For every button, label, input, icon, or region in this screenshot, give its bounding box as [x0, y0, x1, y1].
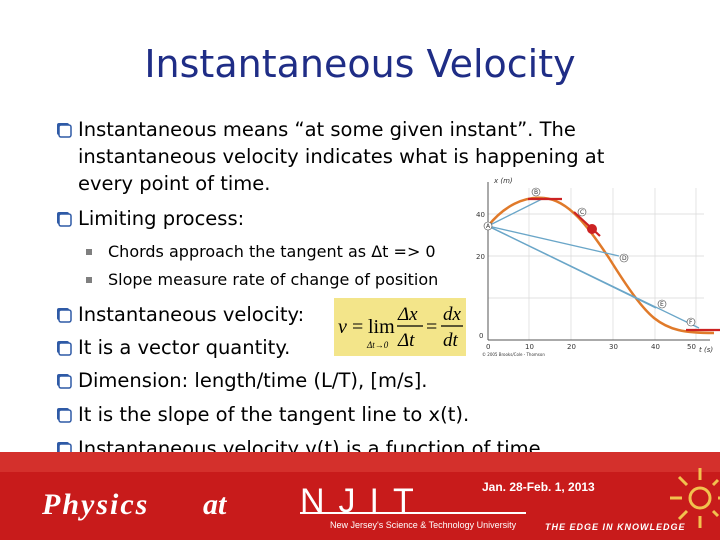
bullet-3-text: Instantaneous velocity:: [78, 303, 305, 326]
bullet-1-line-2: instantaneous velocity indicates what is…: [78, 145, 605, 168]
bullet-1-line-3: every point of time.: [78, 172, 271, 195]
footer-top-band: [0, 452, 720, 472]
checkbox-bullet-icon: [57, 212, 72, 227]
bullet-1-line-1: Instantaneous means “at some given insta…: [78, 118, 576, 141]
checkbox-bullet-icon: [57, 341, 72, 356]
point-label-f: F: [689, 319, 693, 326]
x-tick-20: 20: [567, 343, 576, 351]
y-tick-0: 0: [479, 332, 483, 340]
slide-title: Instantaneous Velocity: [144, 42, 576, 86]
x-axis-label: t (s): [699, 346, 713, 354]
footer-banner: Jan. 28-Feb. 1, 2013 Physics at NJIT New…: [0, 452, 720, 540]
footer-tagline: THE EDGE IN KNOWLEDGE: [545, 522, 686, 532]
graph-svg: A B C D E F x (m) t (s) 40 20 0 0 10 20 …: [476, 177, 720, 357]
position-time-graph: A B C D E F x (m) t (s) 40 20 0 0 10 20 …: [474, 168, 720, 358]
njit-logo-text: NJIT: [300, 482, 428, 520]
x-tick-10: 10: [525, 343, 534, 351]
formula-lim: lim: [368, 316, 395, 338]
formula-num-1: Δx: [397, 304, 418, 325]
x-tick-0: 0: [486, 343, 490, 351]
bullet-6-text: It is the slope of the tangent line to x…: [78, 403, 470, 426]
y-tick-20: 20: [476, 253, 485, 261]
bullet-5-text: Dimension: length/time (L/T), [m/s].: [78, 369, 428, 392]
chord-1: [487, 197, 545, 227]
bullet-4-text: It is a vector quantity.: [78, 336, 291, 359]
y-tick-40: 40: [476, 211, 485, 219]
njit-logo-underline: [300, 512, 526, 514]
footer-date: Jan. 28-Feb. 1, 2013: [482, 480, 595, 494]
point-label-e: E: [660, 301, 664, 308]
x-tick-50: 50: [687, 343, 696, 351]
x-tick-30: 30: [609, 343, 618, 351]
position-curve: [487, 196, 715, 335]
footer-university: New Jersey's Science & Technology Univer…: [330, 520, 517, 530]
velocity-formula: v = lim Δt→0 Δx Δt = dx dt: [334, 298, 466, 356]
formula-eq-2: =: [426, 316, 437, 338]
point-label-a: A: [486, 223, 491, 230]
point-e-marker: [657, 299, 667, 309]
graph-grid: [488, 188, 704, 341]
checkbox-bullet-icon: [57, 374, 72, 389]
y-axis-label: x (m): [493, 177, 513, 185]
chord-4: [487, 225, 700, 329]
checkbox-bullet-icon: [57, 123, 72, 138]
graph-credit: © 2005 Brooks/Cole - Thomson: [482, 352, 545, 357]
point-c-marker: [577, 207, 587, 217]
point-label-d: D: [622, 255, 627, 262]
formula-eq-1: =: [352, 316, 363, 338]
checkbox-bullet-icon: [57, 308, 72, 323]
point-label-b: B: [534, 189, 538, 196]
checkbox-bullet-icon: [57, 408, 72, 423]
x-tick-40: 40: [651, 343, 660, 351]
point-d-marker: [619, 253, 629, 263]
bullet-2-text: Limiting process:: [78, 207, 245, 230]
sub-bullet-2-text: Slope measure rate of change of position: [108, 270, 439, 289]
tangent-line-c: [573, 211, 601, 237]
tangent-point: [587, 224, 597, 234]
chord-2: [487, 225, 620, 257]
point-f-marker: [686, 317, 696, 327]
point-label-c: C: [580, 209, 584, 216]
sub-bullet-1-text: Chords approach the tangent as Δt => 0: [108, 242, 436, 261]
square-bullet-icon: [86, 249, 92, 255]
footer-physics-text: Physics: [42, 488, 150, 521]
formula-svg: v = lim Δt→0 Δx Δt = dx dt: [338, 304, 463, 351]
sun-logo-icon: [670, 468, 720, 528]
formula-limit-sub: Δt→0: [366, 340, 389, 350]
formula-num-2: dx: [443, 304, 462, 325]
point-a-marker: [483, 221, 493, 231]
formula-den-1: Δt: [397, 330, 415, 351]
square-bullet-icon: [86, 277, 92, 283]
formula-v: v: [338, 316, 347, 338]
formula-den-2: dt: [443, 330, 459, 351]
point-b-marker: [531, 187, 541, 197]
footer-at-text: at: [203, 488, 227, 521]
